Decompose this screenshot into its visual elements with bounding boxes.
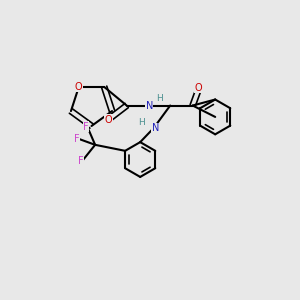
- Text: O: O: [75, 82, 82, 92]
- Text: H: H: [156, 94, 163, 103]
- Text: F: F: [74, 134, 80, 144]
- Text: F: F: [78, 156, 83, 166]
- Text: F: F: [83, 122, 89, 131]
- Text: O: O: [195, 82, 202, 92]
- Text: O: O: [105, 115, 112, 124]
- Text: N: N: [152, 123, 159, 133]
- Text: H: H: [138, 118, 145, 127]
- Text: N: N: [146, 100, 153, 110]
